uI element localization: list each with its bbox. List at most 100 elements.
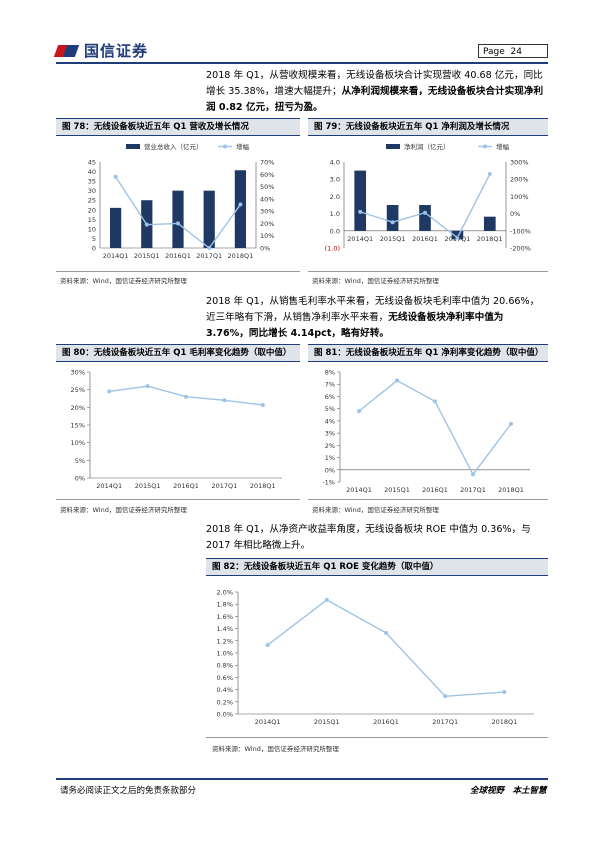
series-line xyxy=(267,599,505,698)
x-tick-label: 2015Q1 xyxy=(134,252,160,260)
data-point xyxy=(502,690,507,695)
x-tick-label: 2016Q1 xyxy=(373,718,399,726)
data-point xyxy=(222,398,227,403)
legend-bar-swatch xyxy=(386,144,400,149)
paragraph-bold-text: 无线设备板块净利率中值为 3.76%，同比增长 4.14pct，略有好转。 xyxy=(206,312,504,339)
paragraph-text: 2018 年 Q1，从营收规模来看，无线设备板块合计实现营收 40.68 亿元，… xyxy=(206,70,543,97)
x-tick-label: 2016Q1 xyxy=(173,482,199,490)
y-right-tick-label: 60% xyxy=(260,171,274,179)
bar xyxy=(354,170,367,231)
data-point xyxy=(509,421,513,426)
y-tick-label: 20 xyxy=(88,206,96,214)
y-tick-label: 1.8% xyxy=(216,601,233,609)
data-point xyxy=(357,409,361,414)
data-point xyxy=(207,246,212,250)
data-point xyxy=(238,202,243,207)
y-right-tick-label: 10% xyxy=(260,232,274,240)
y-tick-label: (1.0) xyxy=(325,245,340,253)
y-tick-label: 3.0 xyxy=(330,176,340,184)
data-point xyxy=(265,643,270,648)
y-tick-label: 0.4% xyxy=(216,686,233,694)
net-margin-chart: -1% 0% 1% 2% 3% 4% 5% 6% 7% 8% 2014Q1 2015Q1 2016Q1 2… xyxy=(322,369,530,494)
y-tick-label: 1% xyxy=(325,454,335,462)
y-tick-label: 0.2% xyxy=(216,698,233,706)
figure-source: 资料来源：Wind，国信证券经济研究所整理 xyxy=(60,277,187,285)
x-tick-label: 2014Q1 xyxy=(103,252,129,260)
y-right-tick-label: 100% xyxy=(510,193,529,201)
paragraph-bold-text: 从净利润规模来看，无线设备板块合计实现净利润 0.82 亿元，扭亏为盈。 xyxy=(206,86,544,113)
y-tick-label: 25% xyxy=(71,386,85,394)
data-point xyxy=(113,174,118,179)
bar xyxy=(234,170,247,248)
legend-marker xyxy=(223,144,227,149)
y-tick-label: 10% xyxy=(71,439,85,447)
bar xyxy=(483,216,496,231)
x-tick-label: 2014Q1 xyxy=(255,718,281,726)
data-point xyxy=(395,378,399,383)
data-point xyxy=(423,210,427,215)
paragraph-roe: 2018 年 Q1，从净资产收益率角度，无线设备板块 ROE 中值为 0.36%… xyxy=(206,522,548,554)
y-right-tick-label: -200% xyxy=(510,245,531,253)
y-tick-label: 35 xyxy=(88,178,96,186)
y-tick-label: 0% xyxy=(75,475,85,483)
y-right-tick-label: -100% xyxy=(510,227,531,235)
y-tick-label: 7% xyxy=(325,381,335,389)
gross-margin-chart: 0% 5% 10% 15% 20% 25% 30% 2014Q1 2015Q1 2016Q1 201… xyxy=(71,369,282,490)
y-right-tick-label: 40% xyxy=(260,195,274,203)
y-right-tick-label: 70% xyxy=(260,159,274,167)
y-tick-label: 10 xyxy=(88,225,96,233)
legend-label: 营业总收入（亿元） xyxy=(144,142,203,151)
x-tick-label: 2017Q1 xyxy=(432,718,458,726)
figure-source: 资料来源：Wind，国信证券经济研究所整理 xyxy=(312,506,439,514)
x-tick-label: 2014Q1 xyxy=(346,486,372,494)
data-point xyxy=(324,597,329,602)
y-tick-label: 45 xyxy=(88,159,96,167)
y-tick-label: 30 xyxy=(88,187,96,195)
bar xyxy=(109,207,122,248)
y-tick-label: 0.0% xyxy=(216,711,233,719)
data-point xyxy=(107,389,112,394)
data-point xyxy=(443,694,448,699)
y-right-tick-label: 200% xyxy=(510,176,529,184)
data-point xyxy=(455,235,460,240)
y-tick-label: 0.6% xyxy=(216,674,233,682)
x-tick-label: 2017Q1 xyxy=(460,486,486,494)
footer-divider xyxy=(56,778,548,780)
y-tick-label: 1.0 xyxy=(330,210,340,218)
y-tick-label: 4.0 xyxy=(330,159,340,167)
data-point xyxy=(184,394,188,399)
x-tick-label: 2017Q1 xyxy=(212,482,238,490)
series-line xyxy=(358,379,512,476)
figure-title: 图 79：无线设备板块近五年 Q1 净利润及增长情况 xyxy=(308,119,548,136)
figure-source: 资料来源：Wind，国信证券经济研究所整理 xyxy=(60,506,187,514)
y-tick-label: 4% xyxy=(325,417,335,425)
x-tick-label: 2017Q1 xyxy=(445,235,471,243)
y-tick-label: 5% xyxy=(325,405,335,413)
y-right-tick-label: 20% xyxy=(260,220,274,228)
data-point xyxy=(145,384,150,389)
data-point xyxy=(390,220,395,225)
paragraph-text: 2018 年 Q1，从净资产收益率角度，无线设备板块 ROE 中值为 0.36%… xyxy=(206,524,531,551)
footer-disclaimer: 请务必阅读正文之后的免责条款部分 xyxy=(60,786,197,796)
legend-label: 增幅 xyxy=(236,142,250,151)
y-tick-label: 2% xyxy=(325,442,335,450)
figure-title: 图 78：无线设备板块近五年 Q1 营收及增长情况 xyxy=(56,119,300,136)
page-indicator: Page 24 xyxy=(478,44,548,58)
x-tick-label: 2017Q1 xyxy=(196,252,222,260)
x-tick-label: 2016Q1 xyxy=(412,235,438,243)
figure-title: 图 82：无线设备板块近五年 Q1 ROE 变化趋势（取中值） xyxy=(206,559,548,576)
y-right-tick-label: 0% xyxy=(510,210,520,218)
paragraph-margin: 2018 年 Q1，从销售毛利率水平来看，无线设备板块毛利率中值为 20.66%… xyxy=(206,294,548,342)
y-tick-label: 0 xyxy=(92,245,96,253)
page-number: 24 xyxy=(510,47,522,57)
y-tick-label: 15 xyxy=(88,216,96,224)
figure-79: 图 79：无线设备板块近五年 Q1 净利润及增长情况 (1.0) 0.0 1.0 2.… xyxy=(308,118,548,272)
y-tick-label: 2.0% xyxy=(216,589,233,597)
net-profit-chart: (1.0) 0.0 1.0 2.0 3.0 4.0 -200% -100% 0% 100% 200%… xyxy=(325,142,531,253)
data-point xyxy=(260,403,265,408)
x-tick-label: 2016Q1 xyxy=(165,252,191,260)
bar xyxy=(419,205,431,231)
y-tick-label: 0.8% xyxy=(216,662,233,670)
y-tick-label: 0.0 xyxy=(330,227,340,235)
